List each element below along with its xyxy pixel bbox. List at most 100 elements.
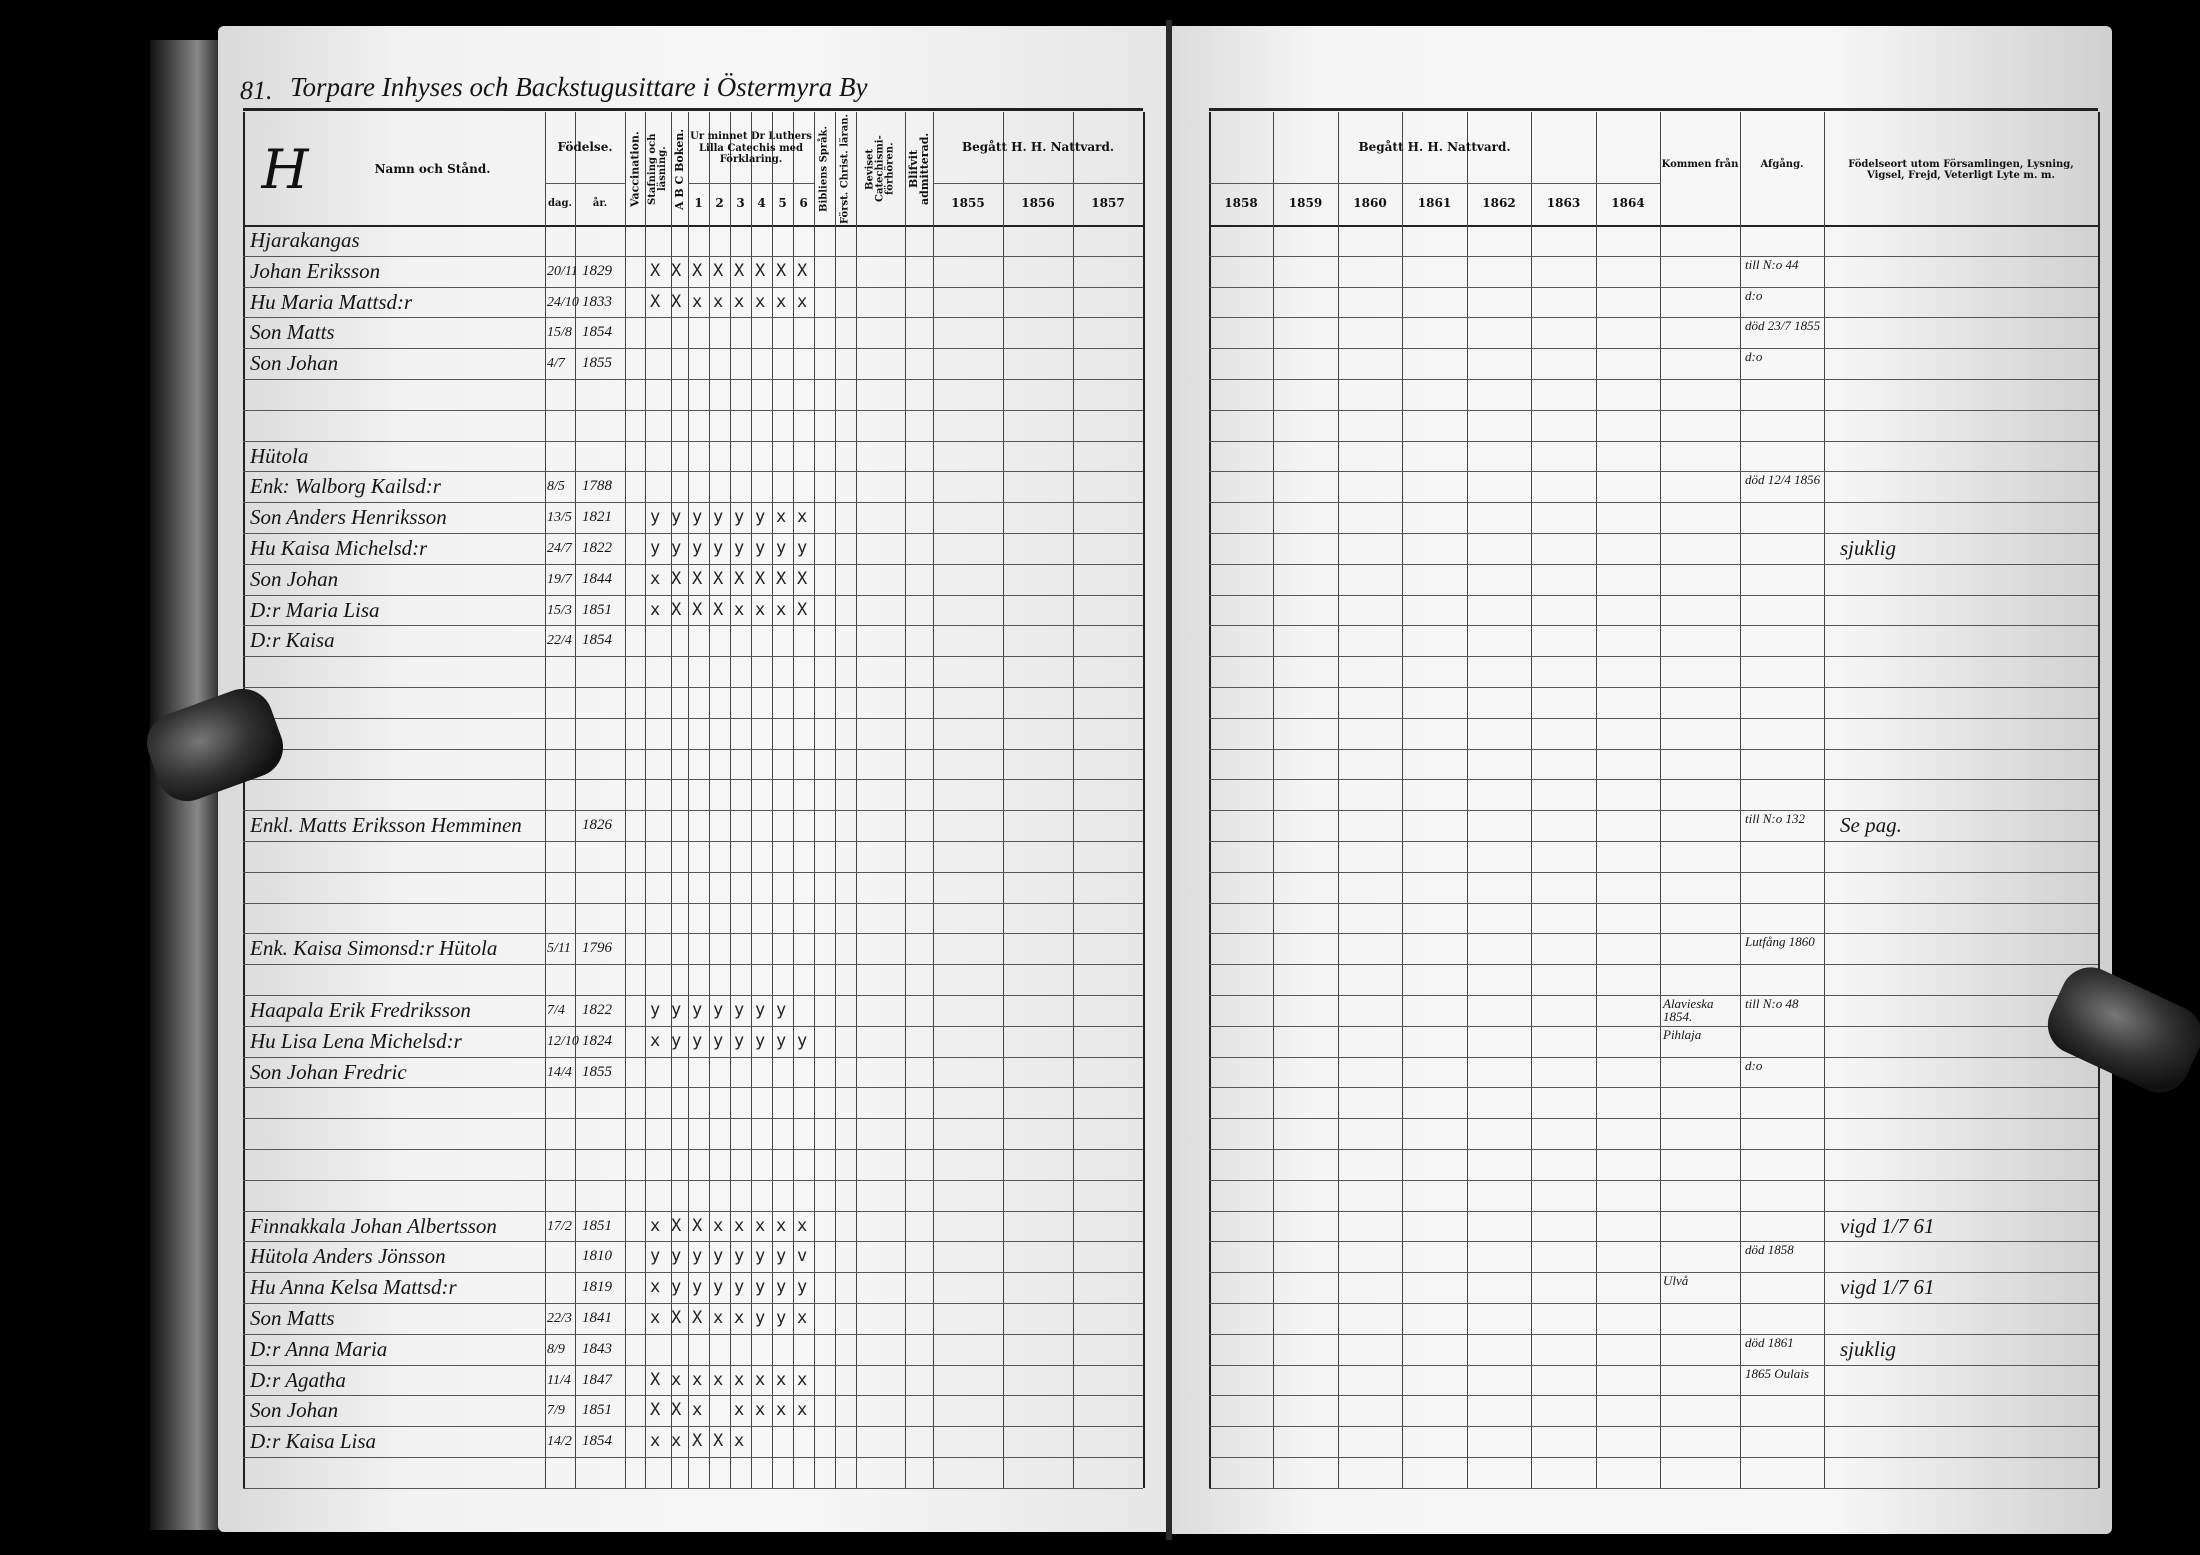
entry-name: D:r Kaisa (250, 628, 335, 653)
right-column-line (1209, 112, 1211, 1488)
reading-marks: xxXXx (650, 1431, 756, 1452)
right-row-line (1209, 1118, 2098, 1120)
left-row-line (243, 1149, 1143, 1150)
entry-birth-year: 1851 (582, 1402, 612, 1419)
entry-birth-year: 1854 (582, 1433, 612, 1450)
entry-name: Son Johan (250, 1398, 339, 1423)
left-row-line (243, 810, 1143, 812)
communion-split-rule-right (1209, 183, 1660, 184)
entry-name: Son Johan (250, 351, 339, 376)
reading-marks: XXxxxxxx (650, 291, 819, 312)
entry-name: Hu Lisa Lena Michelsd:r (250, 1028, 462, 1053)
right-row-line (1209, 995, 2098, 996)
right-header-rule (1209, 225, 2098, 227)
right-column-line (1467, 112, 1468, 1488)
entry-birth-day: 13/5 (547, 510, 572, 526)
right-row-line (1209, 440, 2098, 442)
header-catechism-part: 4 (757, 196, 766, 211)
birth-split-rule (545, 183, 625, 184)
right-row-line (1209, 933, 2098, 935)
entry-name: D:r Agatha (250, 1367, 346, 1392)
left-row-line (243, 871, 1143, 873)
communion-split-rule (933, 183, 1143, 184)
entry-remarks: sjuklig (1840, 1336, 1896, 1361)
entry-name: Son Johan Fredric (250, 1059, 407, 1084)
entry-name: Johan Eriksson (250, 258, 381, 283)
entry-remarks: vigd 1/7 61 (1840, 1213, 1935, 1238)
left-column-line (1143, 112, 1145, 1488)
header-letter: H (261, 137, 309, 201)
right-column-line (1402, 112, 1403, 1488)
entry-name: Son Anders Henriksson (250, 505, 447, 530)
entry-name: Enk. Kaisa Simonsd:r Hütola (250, 936, 498, 961)
entry-came-from: Ulvå (1663, 1273, 1689, 1289)
right-row-line (1209, 656, 2098, 658)
left-column-line (751, 112, 752, 1488)
header-catechism: Ur minnet Dr Luthers Lilla Catechis med … (690, 131, 812, 166)
left-row-line (243, 1303, 1143, 1304)
header-year: 1856 (1021, 196, 1055, 211)
left-row-line (243, 995, 1143, 996)
right-column-line (1273, 112, 1274, 1488)
header-departure: Afgång. (1760, 159, 1804, 171)
right-row-line (1209, 286, 2098, 288)
header-year: 1860 (1353, 196, 1387, 211)
entry-name: Hu Maria Mattsd:r (250, 289, 413, 314)
header-birth-day: dag. (548, 198, 572, 210)
left-column-line (856, 112, 857, 1488)
entry-birth-year: 1847 (582, 1371, 612, 1388)
right-column-line (1824, 112, 1825, 1488)
left-column-line (772, 112, 773, 1488)
entry-birth-year: 1788 (582, 478, 612, 495)
entry-birth-year: 1810 (582, 1248, 612, 1265)
page-number: 81. (240, 76, 273, 105)
entry-birth-year: 1851 (582, 1217, 612, 1234)
entry-name: Enkl. Matts Eriksson Hemminen (250, 813, 522, 838)
entry-birth-year: 1822 (582, 1002, 612, 1018)
entry-birth-year: 1855 (582, 1063, 612, 1080)
left-row-line (243, 1395, 1143, 1397)
left-row-line (243, 1487, 1143, 1489)
header-catechism-part: 1 (694, 196, 703, 211)
entry-birth-day: 17/2 (547, 1218, 572, 1234)
header-catechism-part: 5 (778, 196, 787, 211)
left-row-line (243, 1025, 1143, 1027)
left-column-line (625, 112, 626, 1488)
entry-birth-day: 19/7 (547, 571, 572, 587)
entry-birth-year: 1829 (582, 262, 612, 279)
entry-departure: d:o (1745, 349, 1763, 365)
entry-birth-year: 1855 (582, 355, 612, 372)
entry-name: Enk: Walborg Kailsd:r (250, 474, 441, 499)
right-row-line (1209, 1457, 2098, 1458)
entry-name: Hu Kaisa Michelsd:r (250, 536, 428, 560)
left-row-line (243, 1056, 1143, 1058)
right-row-line (1209, 563, 2098, 565)
right-row-line (1209, 348, 2098, 350)
right-row-line (1209, 748, 2098, 750)
left-row-line (243, 1241, 1143, 1243)
entry-birth-year: 1796 (582, 940, 612, 957)
reading-marks: xXXxxyyx (650, 1308, 819, 1328)
left-row-line (243, 841, 1143, 842)
left-column-line (814, 112, 815, 1488)
left-row-line (243, 594, 1143, 596)
entry-departure: död 1858 (1745, 1242, 1794, 1258)
header-year: 1861 (1417, 196, 1452, 211)
reading-marks: xyyyyyyy (650, 1030, 819, 1051)
left-row-line (243, 533, 1143, 534)
header-name: Namn och Stånd. (374, 162, 491, 177)
entry-birth-year: 1843 (582, 1340, 612, 1357)
right-row-line (1209, 687, 2098, 688)
book-spine (1166, 20, 1172, 1540)
entry-departure: d:o (1745, 287, 1763, 303)
entry-name: Son Matts (250, 320, 335, 345)
right-row-line (1209, 1364, 2098, 1366)
right-row-line (1209, 317, 2098, 319)
left-row-line (243, 656, 1143, 658)
entry-birth-year: 1824 (582, 1032, 612, 1049)
entry-birth-day: 11/4 (547, 1372, 571, 1388)
entry-birth-year: 1841 (582, 1310, 612, 1326)
header-year: 1857 (1091, 196, 1125, 211)
left-row-line (243, 1272, 1143, 1274)
right-row-line (1209, 1241, 2098, 1243)
